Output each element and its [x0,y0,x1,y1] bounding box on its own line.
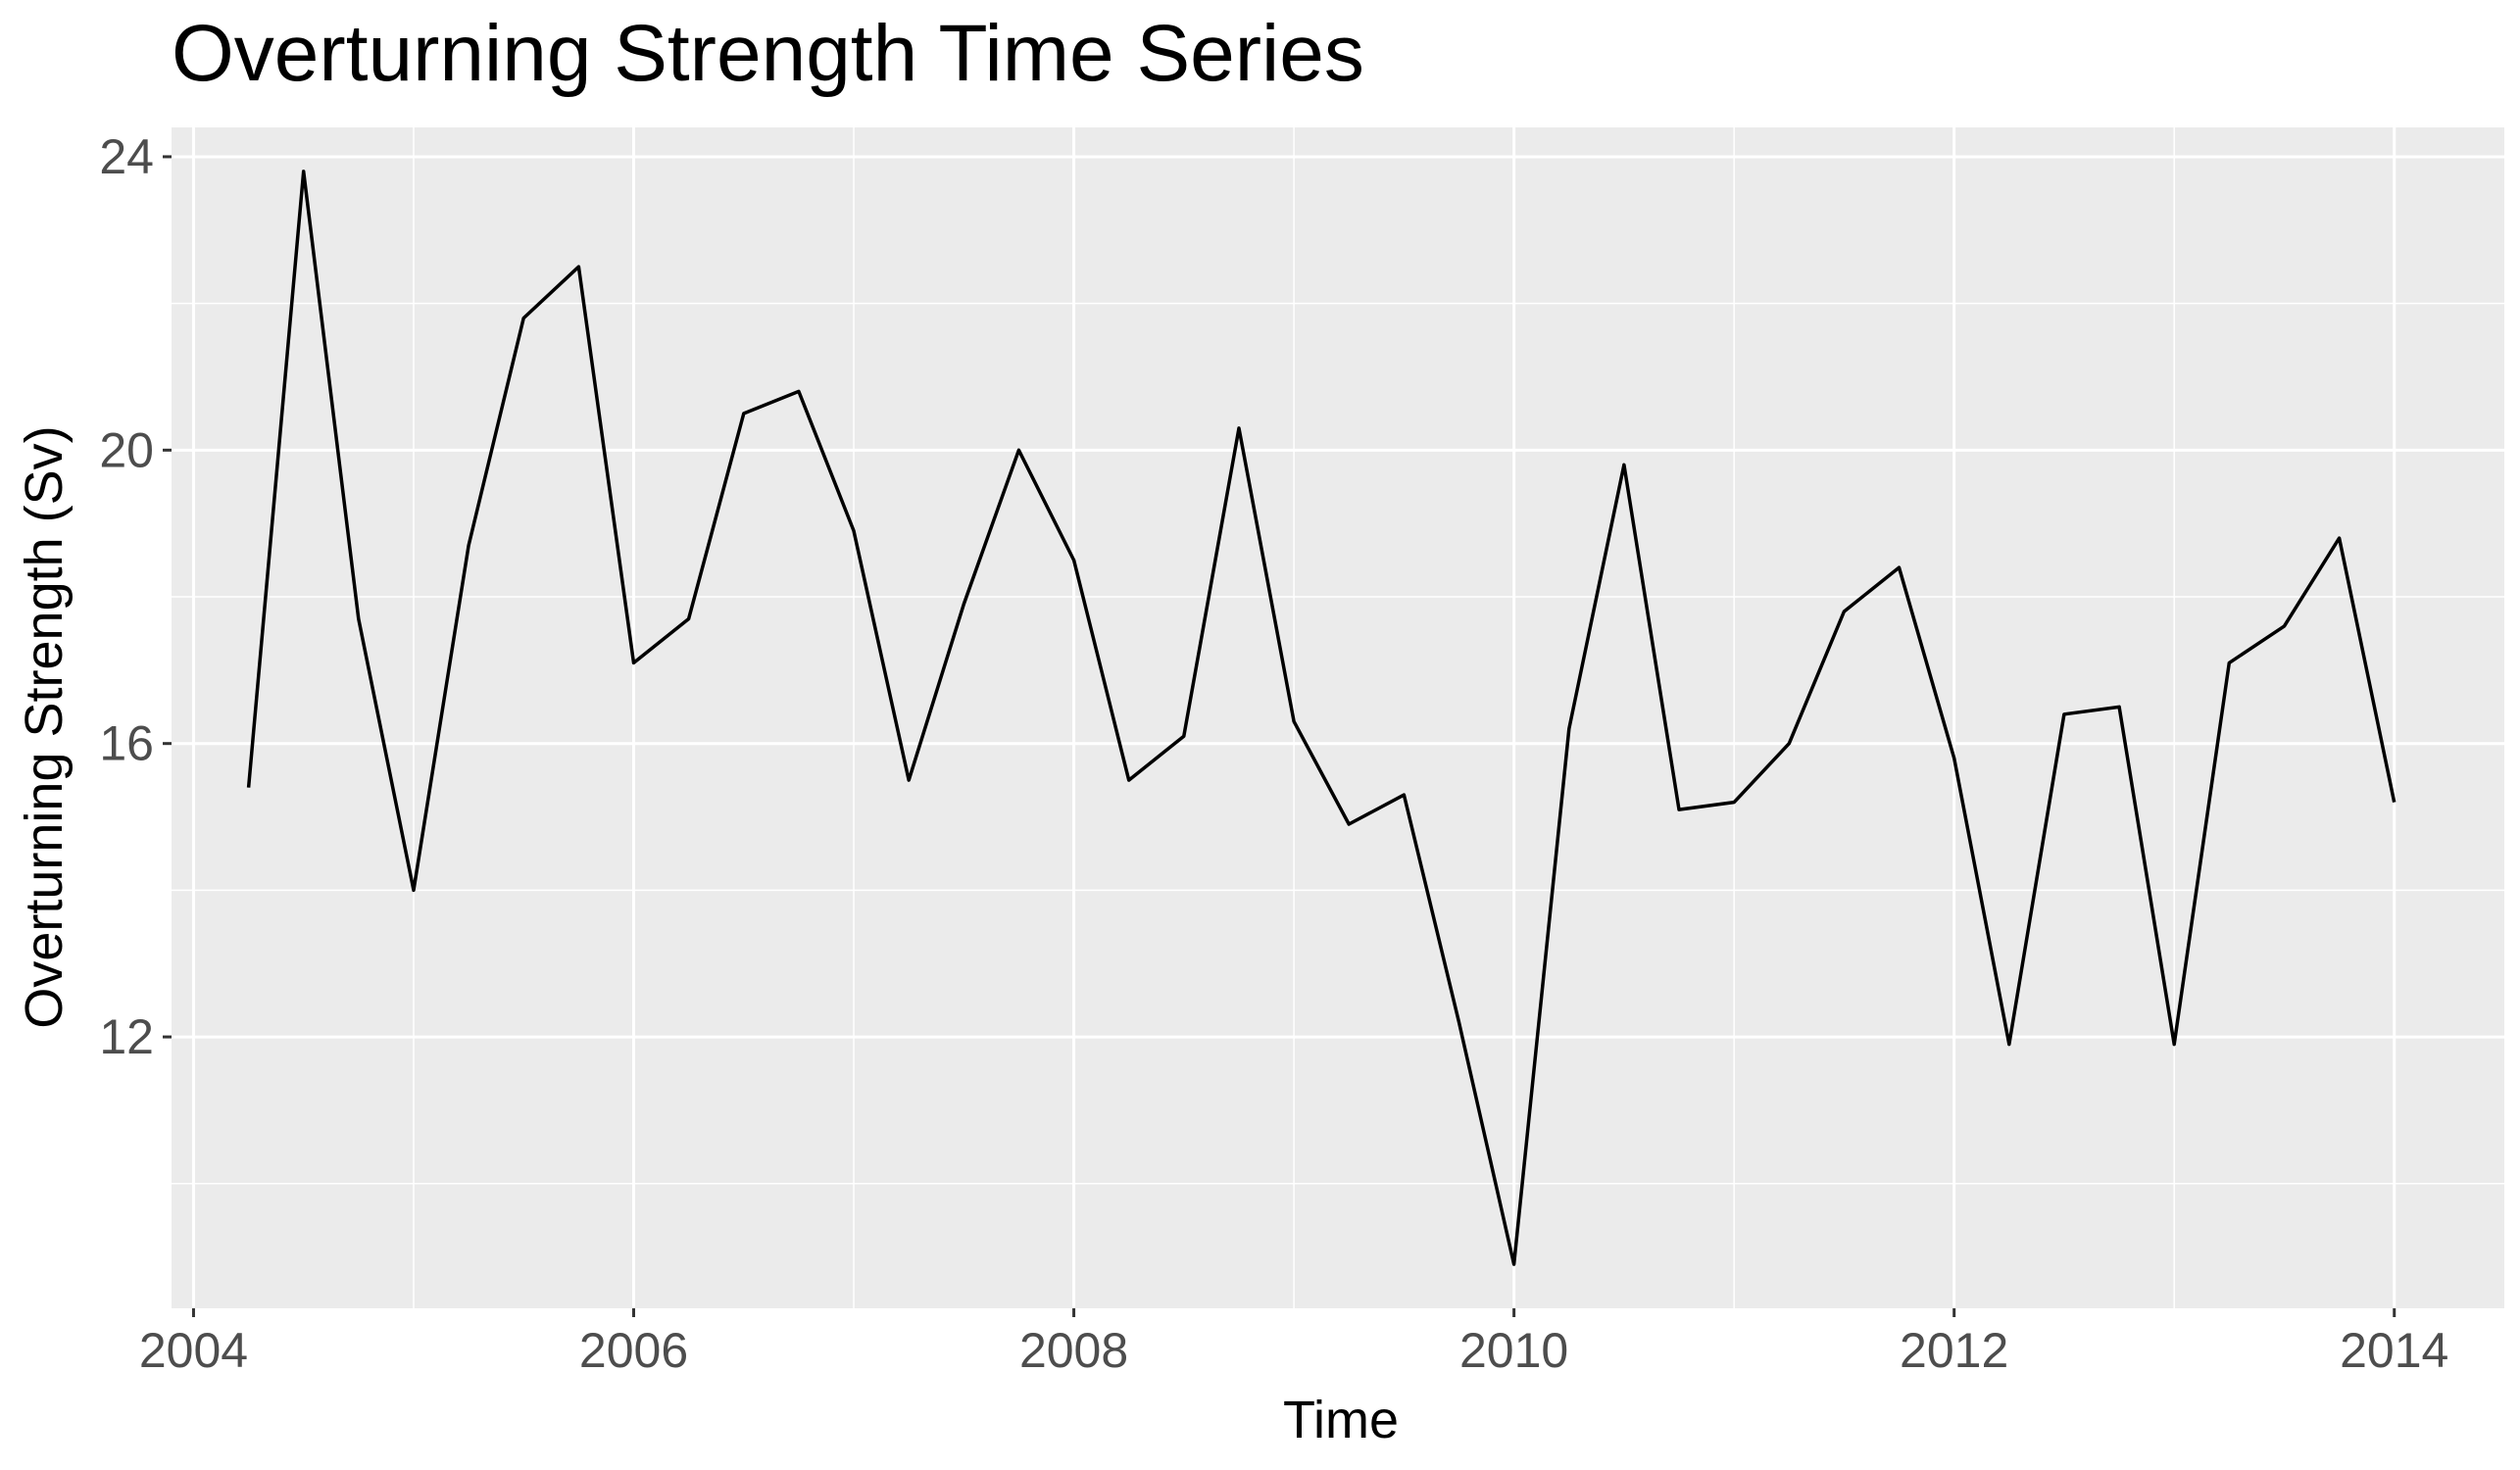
y-axis-ticks: 12 16 20 24 [99,129,172,1064]
y-tick-label: 24 [99,129,154,184]
plot-panel [172,127,2504,1308]
x-tick-label: 2004 [139,1323,248,1378]
x-tick-label: 2010 [1459,1323,1568,1378]
x-tick-label: 2008 [1019,1323,1128,1378]
x-tick-label: 2006 [579,1323,688,1378]
x-axis-ticks: 2004 2006 2008 2010 2012 2014 [139,1308,2448,1378]
chart-title: Overturning Strength Time Series [172,9,1364,98]
major-gridlines [172,127,2504,1308]
x-axis-label: Time [1283,1391,1399,1449]
y-axis-label: Overturning Strength (Sv) [15,425,74,1029]
y-tick-label: 16 [99,716,154,771]
series-line [246,170,2396,1266]
x-tick-label: 2012 [1900,1323,2008,1378]
y-tick-label: 20 [99,422,154,477]
x-tick-label: 2014 [2340,1323,2448,1378]
y-tick-label: 12 [99,1009,154,1064]
